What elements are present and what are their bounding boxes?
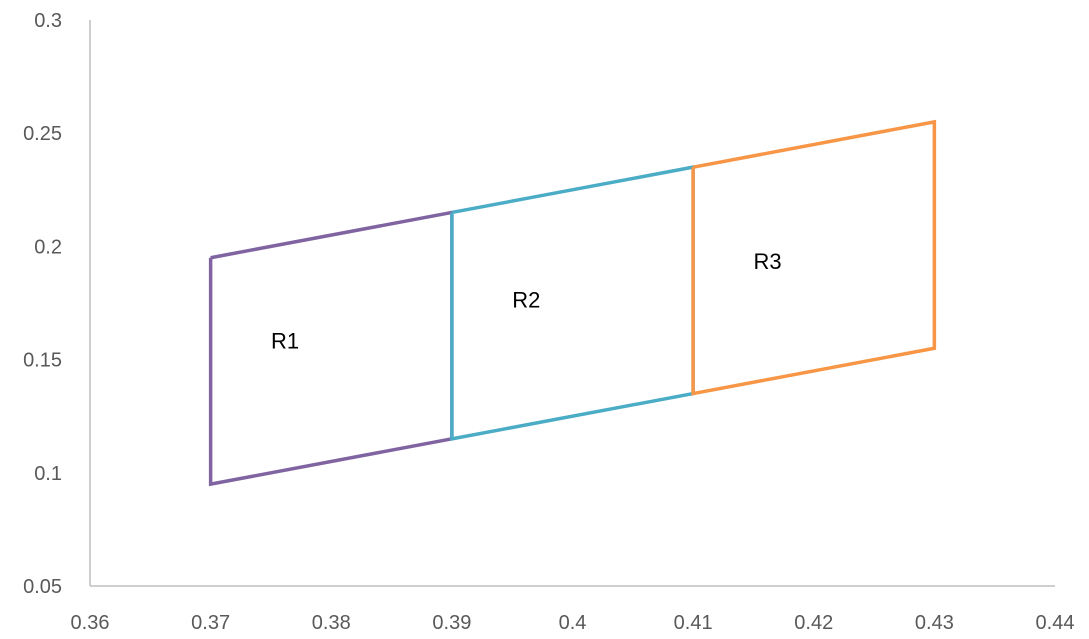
region-r1-label: R1 xyxy=(271,328,299,353)
x-tick-label: 0.42 xyxy=(794,612,833,634)
x-axis-ticks: 0.36 0.37 0.38 0.39 0.4 0.41 0.42 0.43 0.44 xyxy=(71,612,1075,634)
y-tick-label: 0.05 xyxy=(23,576,62,598)
region-r2-label: R2 xyxy=(512,288,540,313)
x-tick-label: 0.44 xyxy=(1036,612,1075,634)
y-tick-label: 0.15 xyxy=(23,350,62,372)
region-r1-outline xyxy=(208,210,454,487)
x-tick-label: 0.38 xyxy=(312,612,351,634)
y-axis-ticks: 0.05 0.1 0.15 0.2 0.25 0.3 xyxy=(23,10,62,598)
y-tick-label: 0.25 xyxy=(23,123,62,145)
region-labels: R1 R2 R3 xyxy=(271,249,782,353)
x-tick-label: 0.39 xyxy=(432,612,471,634)
y-tick-label: 0.2 xyxy=(34,236,62,258)
region-r2-outline xyxy=(450,165,695,441)
x-tick-label: 0.37 xyxy=(191,612,230,634)
y-tick-label: 0.3 xyxy=(34,10,62,32)
series-layer xyxy=(208,119,937,487)
x-tick-label: 0.36 xyxy=(71,612,110,634)
x-tick-label: 0.4 xyxy=(559,612,587,634)
x-tick-label: 0.43 xyxy=(915,612,954,634)
axes xyxy=(89,20,1055,587)
x-tick-label: 0.41 xyxy=(674,612,713,634)
y-tick-label: 0.1 xyxy=(34,463,62,485)
region-r3-label: R3 xyxy=(753,249,781,274)
region-r3-outline xyxy=(691,119,937,396)
